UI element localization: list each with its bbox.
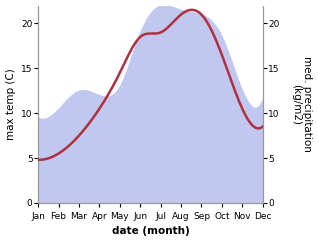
Y-axis label: med. precipitation
(kg/m2): med. precipitation (kg/m2) bbox=[291, 56, 313, 152]
Y-axis label: max temp (C): max temp (C) bbox=[5, 68, 16, 140]
X-axis label: date (month): date (month) bbox=[112, 227, 189, 236]
